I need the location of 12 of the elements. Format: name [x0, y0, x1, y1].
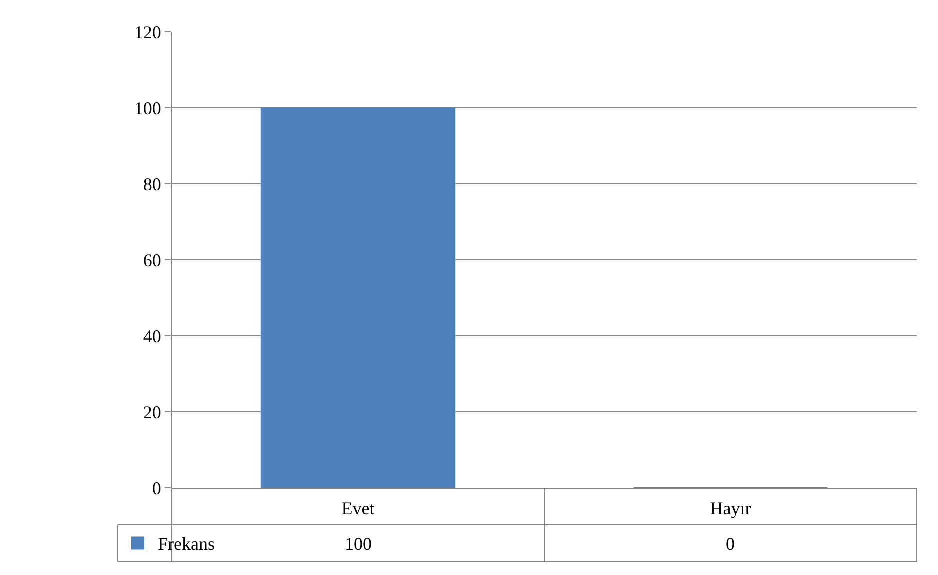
y-tick-label: 80 — [143, 174, 162, 194]
data-label: 100 — [345, 534, 372, 554]
y-tick-label: 0 — [152, 478, 162, 498]
y-tick-label: 100 — [134, 98, 162, 118]
data-label: 0 — [726, 534, 735, 554]
x-tick-label: Hayır — [710, 498, 752, 519]
x-tick-label: Evet — [342, 498, 375, 519]
y-tick-label: 40 — [143, 326, 162, 346]
legend-label: Frekans — [158, 534, 215, 554]
y-tick-label: 60 — [143, 250, 162, 270]
y-tick-label: 20 — [143, 402, 162, 422]
y-tick-label: 120 — [134, 22, 162, 42]
